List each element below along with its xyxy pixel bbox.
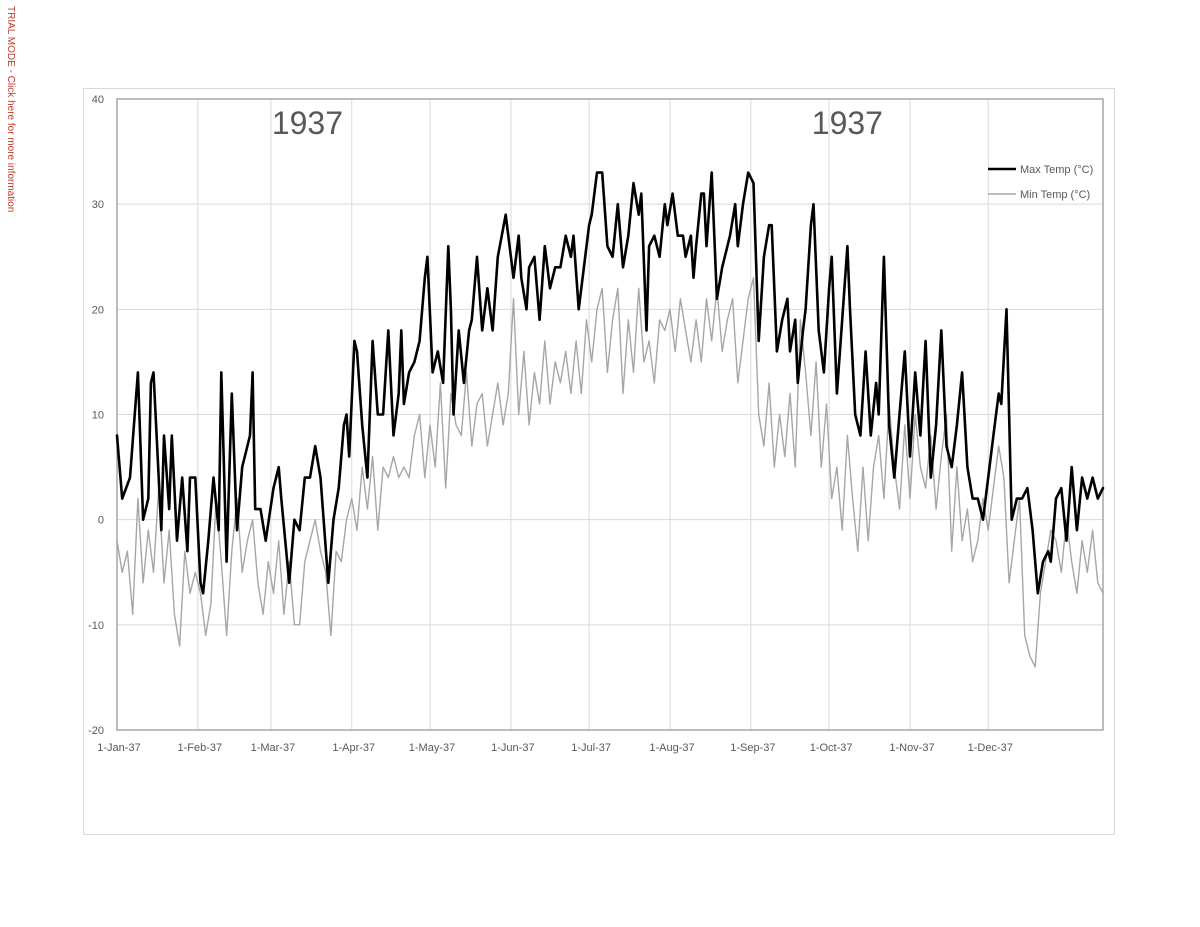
x-tick-label: 1-Oct-37 [810,742,853,754]
x-tick-label: 1-Jul-37 [571,742,611,754]
year-annotation: 1937 [812,105,883,141]
y-tick-label: 0 [98,515,104,527]
y-tick-label: -10 [88,620,104,632]
x-tick-label: 1-Apr-37 [332,742,375,754]
temperature-chart: -20 -10 0 10 20 30 40 1-Jan-37 1-Feb-37 1-Mar-37 1… [88,94,1105,754]
x-tick-label: 1-Feb-37 [178,742,223,754]
x-tick-label: 1-Dec-37 [968,742,1013,754]
plot-area-border [116,98,1104,731]
x-tick-label: 1-Nov-37 [889,742,934,754]
year-annotation: 1937 [272,105,343,141]
x-tick-label: 1-Jun-37 [491,742,534,754]
x-tick-label: 1-Jan-37 [97,742,140,754]
x-tick-label: 1-May-37 [409,742,455,754]
y-tick-label: 10 [92,410,104,422]
y-tick-label: 20 [92,304,104,316]
trial-mode-watermark[interactable]: TRIAL MODE - Click here for more informa… [5,6,16,213]
y-tick-label: 30 [92,199,104,211]
x-tick-label: 1-Sep-37 [730,742,775,754]
y-tick-label: -20 [88,725,104,737]
x-tick-label: 1-Aug-37 [649,742,694,754]
min-temp-line [116,277,1104,668]
chart-frame: -20 -10 0 10 20 30 40 1-Jan-37 1-Feb-37 1-Mar-37 1… [83,88,1115,835]
y-tick-label: 40 [92,94,104,106]
legend-min-label: Min Temp (°C) [1020,189,1090,201]
x-tick-label: 1-Mar-37 [251,742,296,754]
legend-max-label: Max Temp (°C) [1020,164,1093,176]
max-temp-line [115,171,1105,595]
